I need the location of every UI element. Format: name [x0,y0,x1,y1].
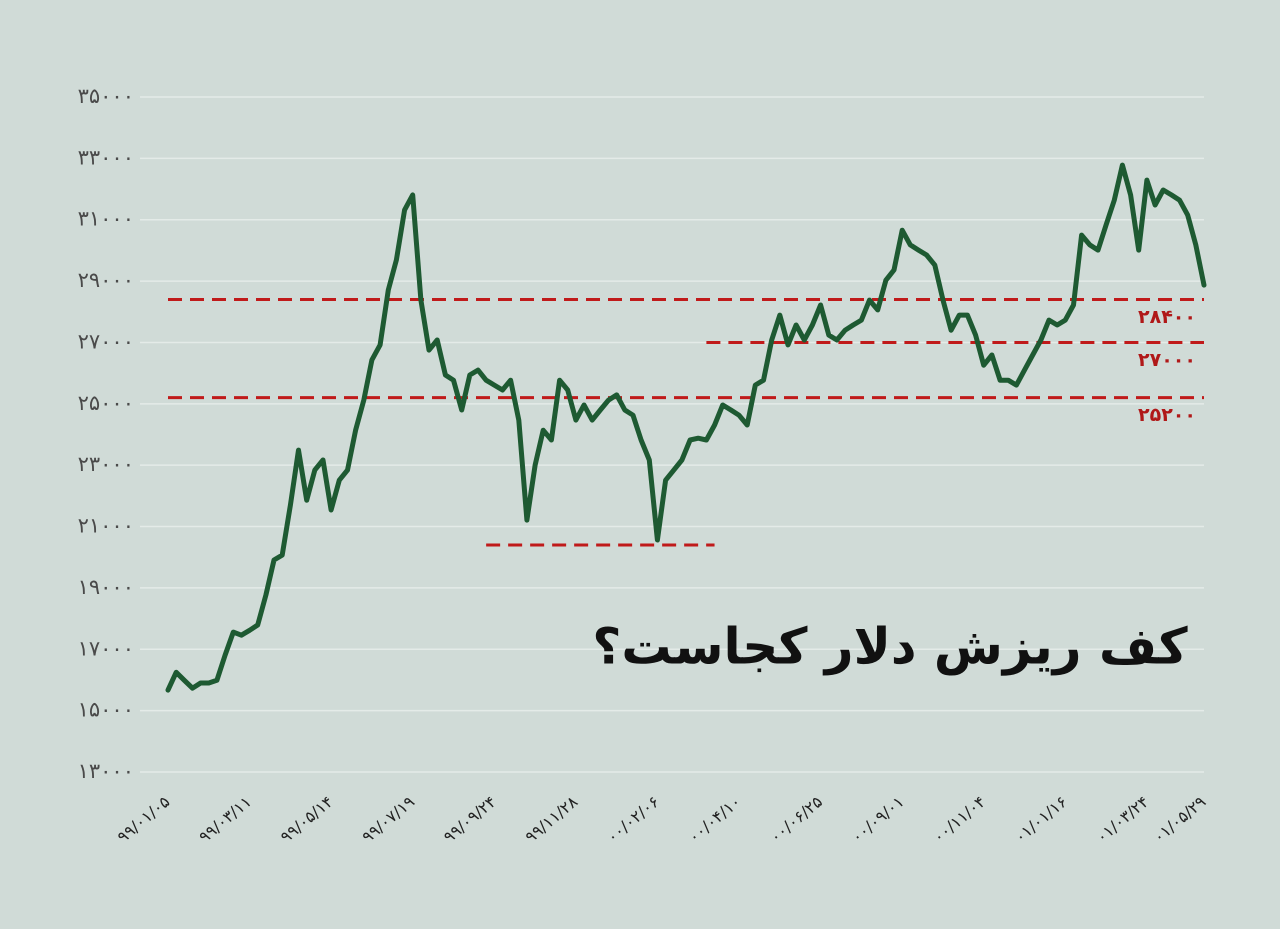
x-tick-label: ۰۰/۰۶/۲۵ [766,792,826,847]
x-tick-label: ۰۰/۱۱/۰۴ [929,792,989,847]
y-tick-label: ۲۵۰۰۰ [78,391,134,415]
x-tick-label: ۹۹/۰۱/۰۵ [113,792,173,847]
x-tick-label: ۹۹/۰۵/۱۴ [277,792,337,847]
x-tick-label: ۰۰/۰۴/۱۰ [685,792,745,847]
y-tick-label: ۱۷۰۰۰ [78,636,134,660]
y-tick-label: ۱۵۰۰۰ [78,698,134,722]
y-tick-label: ۱۳۰۰۰ [78,759,134,783]
y-tick-label: ۲۱۰۰۰ [78,514,134,538]
y-tick-label: ۳۱۰۰۰ [78,207,134,231]
x-tick-label: ۹۹/۰۷/۱۹ [358,792,418,847]
y-tick-label: ۲۳۰۰۰ [78,452,134,476]
y-tick-label: ۱۹۰۰۰ [78,575,134,599]
x-tick-label: ۹۹/۱۱/۲۸ [521,792,581,847]
x-tick-label: ۹۹/۰۳/۱۱ [195,792,255,847]
x-tick-label: ۹۹/۰۹/۲۴ [440,792,500,847]
chart-title: کف ریزش دلار کجاست؟ [592,618,1188,677]
y-tick-label: ۳۳۰۰۰ [78,145,134,169]
x-tick-label: ۰۱/۰۳/۲۴ [1092,792,1152,847]
reference-label: ۲۸۴۰۰ [1138,306,1196,328]
reference-label: ۲۷۰۰۰ [1138,349,1196,371]
x-tick-label: ۰۰/۰۲/۰۶ [603,792,663,847]
y-tick-label: ۲۹۰۰۰ [78,268,134,292]
reference-label: ۲۵۲۰۰ [1138,404,1196,426]
x-tick-label: ۰۰/۰۹/۰۱ [848,792,908,847]
y-tick-label: ۲۷۰۰۰ [78,329,134,353]
x-tick-label: ۰۱/۰۵/۲۹ [1149,792,1209,847]
x-tick-label: ۰۱/۰۱/۱۶ [1011,792,1071,847]
y-tick-label: ۳۵۰۰۰ [78,84,134,108]
price-line [165,162,1207,693]
